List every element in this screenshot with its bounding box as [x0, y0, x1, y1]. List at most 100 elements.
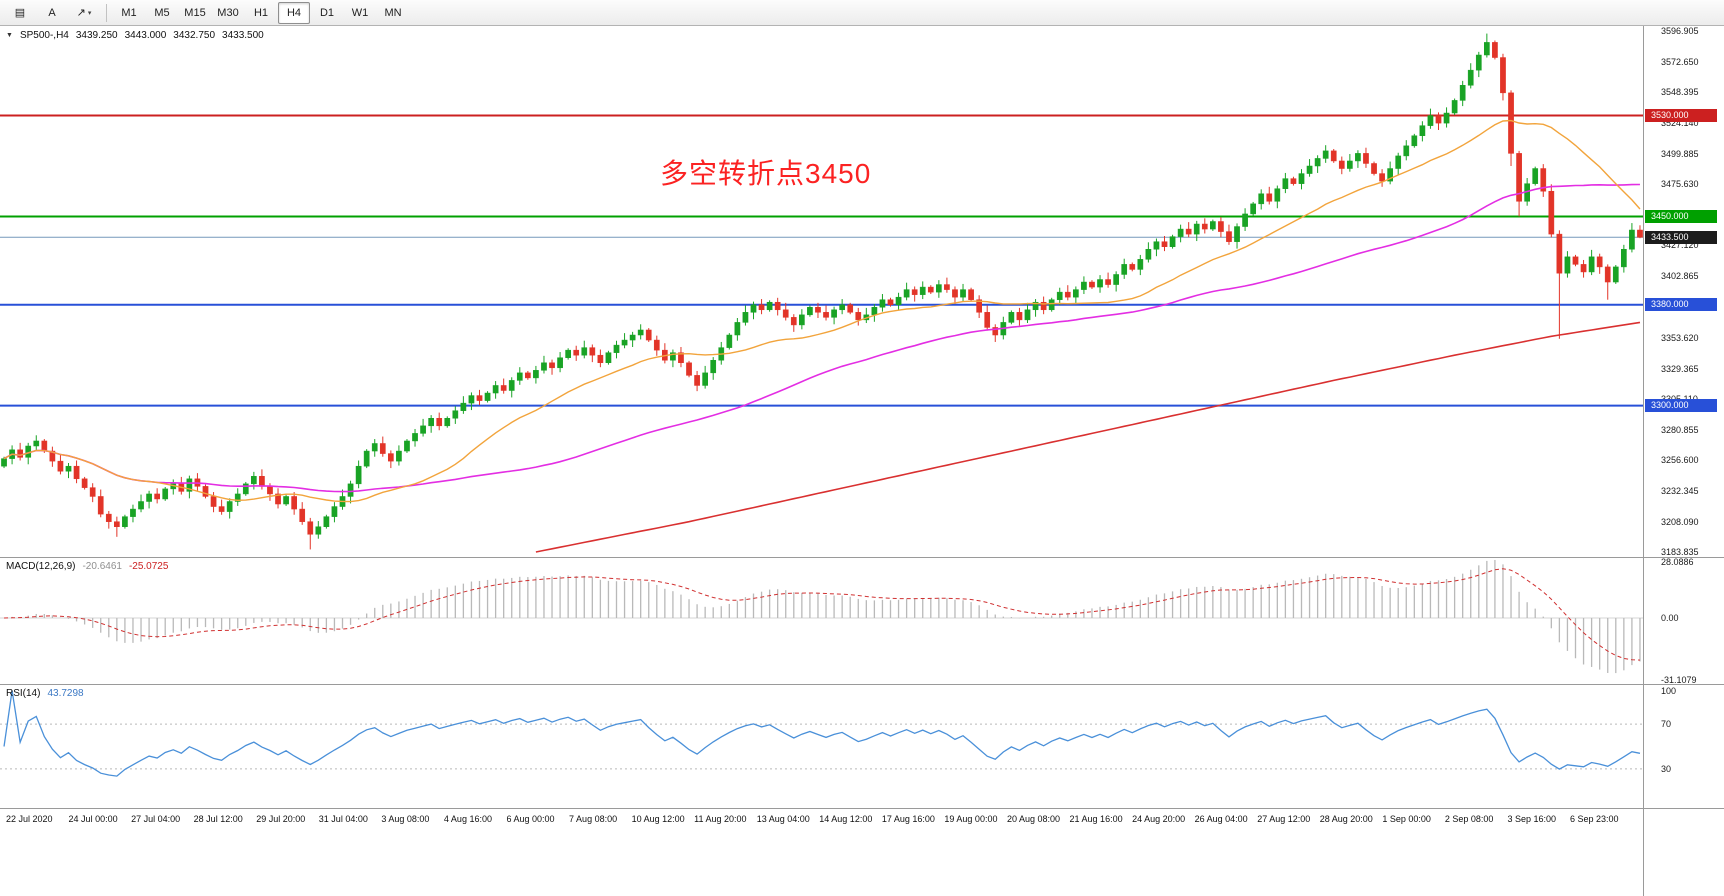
- candlestick-chart[interactable]: [0, 26, 1644, 557]
- timeframe-button-d1[interactable]: D1: [319, 6, 335, 19]
- tool-button-arrow-tool-icon[interactable]: ↗ ▾: [68, 2, 100, 24]
- macd-label: MACD(12,26,9) -20.6461 -25.0725: [6, 561, 168, 572]
- macd-axis-label: -31.1079: [1661, 675, 1697, 686]
- rsi-chart[interactable]: [0, 685, 1644, 808]
- time-axis-label: 28 Aug 20:00: [1319, 814, 1373, 824]
- time-axis-label: 4 Aug 16:00: [443, 814, 492, 824]
- quote-close: 3433.500: [222, 30, 264, 41]
- rsi-axis-label: 100: [1661, 685, 1677, 696]
- macd-value-signal: -25.0725: [128, 561, 169, 572]
- price-axis[interactable]: 3596.905 3572.650 3548.395 3524.140 3499.885…: [1643, 26, 1724, 896]
- rsi-label: RSI(14) 43.7298: [6, 688, 84, 699]
- tool-button-text-tool-icon[interactable]: A: [36, 2, 68, 24]
- time-axis-label: 7 Aug 08:00: [569, 814, 618, 824]
- panel-separator[interactable]: [0, 557, 1724, 558]
- timeframe-buttons: M1 M5 M15 M30 H1 H4 D1 W1 MN: [113, 1, 409, 24]
- macd-axis-label: 28.0886: [1661, 556, 1694, 567]
- rsi-name: RSI(14): [6, 688, 41, 699]
- price-panel: ▼ SP500-,H4 3439.250 3443.000 3432.750 3…: [0, 26, 1724, 557]
- timeframe-button-m15[interactable]: M15: [184, 6, 206, 19]
- timeframe-button-m1[interactable]: M1: [121, 6, 137, 19]
- time-axis[interactable]: 22 Jul 2020 24 Jul 00:00 27 Jul 04:00 28 Ju…: [0, 809, 1724, 831]
- price-axis-label: 3329.365: [1661, 363, 1699, 374]
- time-axis-label: 1 Sep 00:00: [1382, 814, 1431, 824]
- price-axis-label: 3353.620: [1661, 333, 1699, 344]
- timeframe-button-h4[interactable]: H4: [278, 1, 310, 24]
- price-axis-label: 3427.120: [1661, 240, 1699, 251]
- time-axis-label: 24 Aug 20:00: [1132, 814, 1186, 824]
- macd-value-main: -20.6461: [82, 561, 122, 572]
- time-axis-label: 27 Aug 12:00: [1257, 814, 1311, 824]
- quote-low: 3432.750: [173, 30, 216, 41]
- time-axis-label: 2 Sep 08:00: [1444, 814, 1494, 824]
- dropdown-caret-icon: ▾: [87, 9, 92, 17]
- price-axis-label: 3475.630: [1661, 179, 1699, 190]
- timeframe-button-mn[interactable]: MN: [384, 6, 402, 19]
- symbol-collapse-icon[interactable]: ▼: [6, 32, 13, 39]
- time-axis-label: 26 Aug 04:00: [1194, 814, 1248, 824]
- macd-panel: MACD(12,26,9) -20.6461 -25.0725: [0, 558, 1724, 684]
- price-level-badge: 3380.000: [1645, 298, 1717, 312]
- price-level-badge: 3450.000: [1645, 209, 1717, 223]
- candles-group: [1, 33, 1643, 550]
- time-axis-label: 6 Aug 00:00: [506, 814, 555, 824]
- arrow-tool-icon: ↗: [76, 7, 86, 19]
- price-axis-label: 3572.650: [1661, 56, 1699, 67]
- price-level-badge: 3530.000: [1645, 109, 1717, 123]
- rsi-line: [3, 690, 1641, 777]
- price-axis-label: 3232.345: [1661, 485, 1699, 496]
- quote-open: 3439.250: [75, 30, 118, 41]
- time-axis-label: 11 Aug 20:00: [694, 814, 747, 824]
- time-axis-label: 20 Aug 08:00: [1006, 814, 1061, 824]
- price-axis-label: 3280.855: [1661, 424, 1699, 435]
- macd-histogram: [11, 559, 1641, 674]
- ma-fast-line: [3, 119, 1641, 503]
- time-axis-label: 6 Sep 23:00: [1570, 814, 1619, 824]
- price-axis-label: 3183.835: [1661, 547, 1699, 558]
- tool-button-chart-window-icon[interactable]: ▤: [4, 2, 36, 24]
- time-axis-label: 21 Aug 16:00: [1069, 814, 1123, 824]
- panel-separator[interactable]: [0, 808, 1724, 809]
- price-axis-label: 3208.090: [1661, 516, 1699, 527]
- quote-high: 3443.000: [124, 30, 167, 41]
- chart-annotation[interactable]: 多空转折点3450: [660, 158, 872, 189]
- price-axis-label: 3499.885: [1661, 148, 1699, 159]
- quote-line: ▼ SP500-,H4 3439.250 3443.000 3432.750 3…: [6, 30, 264, 41]
- horizontal-level-lines[interactable]: [0, 114, 1644, 407]
- price-level-badge: 3433.500: [1645, 230, 1717, 244]
- rsi-axis-label: 30: [1661, 763, 1672, 774]
- time-axis-label: 31 Jul 04:00: [318, 814, 368, 824]
- time-axis-label: 28 Jul 12:00: [193, 814, 243, 824]
- timeframe-button-h1[interactable]: H1: [253, 6, 269, 19]
- text-tool-icon: A: [48, 6, 56, 19]
- ma-mid-line: [3, 183, 1640, 493]
- macd-chart[interactable]: [0, 558, 1644, 684]
- rsi-value: 43.7298: [47, 688, 84, 699]
- time-axis-label: 10 Aug 12:00: [631, 814, 685, 824]
- tool-buttons: ▤ A ↗ ▾: [4, 2, 100, 24]
- timeframe-button-m30[interactable]: M30: [217, 6, 239, 19]
- time-axis-label: 13 Aug 04:00: [756, 814, 810, 824]
- time-axis-label: 3 Aug 08:00: [381, 814, 430, 824]
- time-axis-label: 19 Aug 00:00: [944, 814, 998, 824]
- time-axis-label: 24 Jul 00:00: [68, 814, 118, 824]
- quote-symbol: SP500-,H4: [19, 30, 69, 41]
- rsi-axis-label: 70: [1661, 719, 1672, 730]
- rsi-panel: RSI(14) 43.7298: [0, 685, 1724, 808]
- ma-slow-line: [535, 321, 1641, 553]
- timeframe-button-m5[interactable]: M5: [154, 6, 170, 19]
- macd-axis-label: 0.00: [1661, 613, 1679, 623]
- macd-signal-line: [4, 568, 1640, 661]
- time-axis-label: 27 Jul 04:00: [131, 814, 181, 824]
- time-axis-label: 29 Jul 20:00: [256, 814, 306, 824]
- chart-window-icon: ▤: [14, 7, 26, 19]
- panel-separator[interactable]: [0, 684, 1724, 685]
- price-axis-label: 3256.600: [1661, 455, 1699, 466]
- toolbar-divider: [106, 3, 107, 22]
- price-axis-label: 3548.395: [1661, 87, 1699, 98]
- toolbar: ▤ A ↗ ▾ M1 M5 M15 M30 H1 H4 D1 W1 MN: [0, 0, 1724, 26]
- price-axis-label: 3402.865: [1661, 270, 1699, 281]
- timeframe-button-w1[interactable]: W1: [351, 6, 369, 19]
- time-axis-label: 3 Sep 16:00: [1507, 814, 1556, 824]
